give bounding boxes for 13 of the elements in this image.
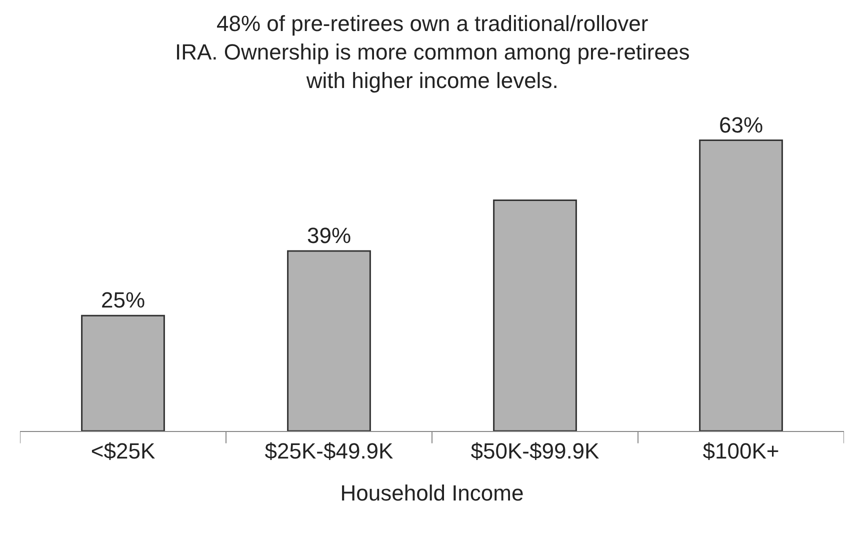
x-tick-label: <$25K — [90, 438, 156, 464]
data-label: 25% — [100, 288, 146, 313]
data-label: 39% — [306, 223, 352, 248]
data-label: 63% — [718, 112, 764, 138]
bar — [287, 250, 371, 431]
bar — [81, 314, 165, 431]
bar — [699, 140, 783, 431]
x-tick-label: $50K-$99.9K — [470, 438, 600, 464]
x-tick-label: $100K+ — [702, 438, 780, 464]
x-tick-label: $25K-$49.9K — [264, 438, 394, 464]
bar — [493, 200, 577, 431]
x-axis-title: Household Income — [340, 480, 524, 506]
text: 48% of pre-retirees own a traditional/rollover IRA. Ownership is more common among pre-retirees with higher income levels. — [175, 11, 690, 94]
